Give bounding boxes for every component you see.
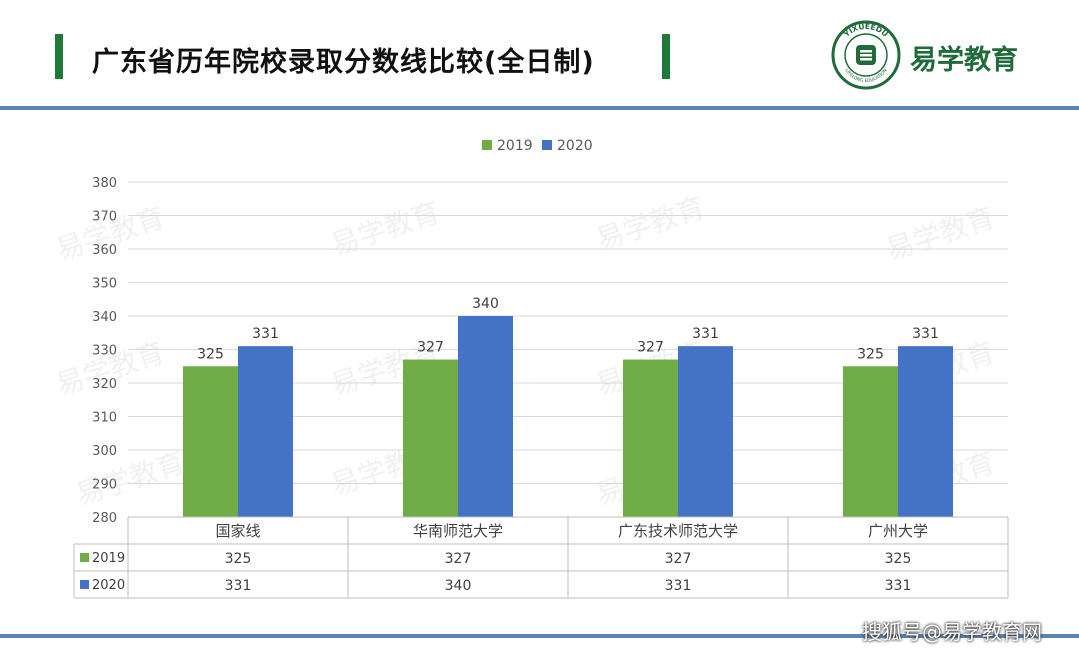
x-tick-label: 国家线 bbox=[215, 522, 260, 540]
data-label: 331 bbox=[692, 326, 719, 342]
table-legend-swatch-2020 bbox=[80, 580, 89, 589]
y-tick-label: 300 bbox=[92, 444, 117, 459]
page-title: 广东省历年院校录取分数线比较(全日制) bbox=[92, 47, 595, 78]
watermark-text: 易学教育 bbox=[72, 446, 189, 512]
bar-2019 bbox=[623, 359, 678, 517]
data-label: 331 bbox=[252, 326, 279, 342]
bar-2019 bbox=[183, 366, 238, 517]
title-accent-bar-right bbox=[662, 34, 670, 79]
bar-2019 bbox=[403, 359, 458, 517]
table-cell: 325 bbox=[885, 551, 912, 567]
data-label: 340 bbox=[472, 296, 499, 312]
header-divider bbox=[0, 106, 1079, 110]
legend-label-2019: 2019 bbox=[497, 138, 533, 154]
brand-name: 易学教育 bbox=[910, 45, 1018, 76]
table-cell: 325 bbox=[225, 551, 252, 567]
y-tick-label: 310 bbox=[92, 411, 117, 426]
table-cell: 327 bbox=[665, 551, 692, 567]
y-tick-label: 280 bbox=[92, 511, 117, 526]
y-tick-label: 380 bbox=[92, 176, 117, 191]
data-label: 327 bbox=[417, 340, 444, 356]
y-tick-label: 330 bbox=[92, 344, 117, 359]
y-tick-label: 320 bbox=[92, 377, 117, 392]
title-accent-bar-left bbox=[55, 34, 63, 79]
bar-2020 bbox=[238, 346, 293, 517]
bar-2019 bbox=[843, 366, 898, 517]
legend-swatch-2019 bbox=[482, 140, 492, 150]
table-cell: 331 bbox=[885, 578, 912, 594]
data-label: 325 bbox=[197, 346, 224, 362]
table-legend-swatch-2019 bbox=[80, 553, 89, 562]
x-tick-label: 华南师范大学 bbox=[413, 522, 503, 540]
bar-2020 bbox=[898, 346, 953, 517]
bar-chart: 易学教育易学教育易学教育易学教育易学教育易学教育易学教育易学教育易学教育易学教育… bbox=[52, 138, 1009, 599]
y-tick-label: 370 bbox=[92, 210, 117, 225]
y-tick-label: 360 bbox=[92, 243, 117, 258]
footer-credit: 搜狐号@易学教育网 bbox=[862, 620, 1042, 644]
watermark-text: 易学教育 bbox=[882, 201, 999, 267]
y-tick-label: 340 bbox=[92, 310, 117, 325]
bar-2020 bbox=[458, 316, 513, 517]
watermark-text: 易学教育 bbox=[327, 196, 444, 262]
data-label: 325 bbox=[857, 346, 884, 362]
brand-logo-icon: YIXUEEDU LIFELONG EDUCATION bbox=[831, 20, 901, 90]
table-series-label-2019: 2019 bbox=[92, 551, 125, 566]
watermark-text: 易学教育 bbox=[592, 191, 709, 257]
table-cell: 327 bbox=[445, 551, 472, 567]
table-cell: 340 bbox=[445, 578, 472, 594]
footer-divider bbox=[0, 634, 1079, 638]
legend-label-2020: 2020 bbox=[557, 138, 593, 154]
legend-swatch-2020 bbox=[542, 140, 552, 150]
table-cell: 331 bbox=[665, 578, 692, 594]
table-cell: 331 bbox=[225, 578, 252, 594]
x-tick-label: 广州大学 bbox=[868, 522, 928, 540]
data-label: 331 bbox=[912, 326, 939, 342]
bar-2020 bbox=[678, 346, 733, 517]
table-series-label-2020: 2020 bbox=[92, 578, 125, 593]
y-tick-label: 290 bbox=[92, 478, 117, 493]
x-tick-label: 广东技术师范大学 bbox=[618, 522, 738, 540]
y-tick-label: 350 bbox=[92, 277, 117, 292]
data-label: 327 bbox=[637, 340, 664, 356]
